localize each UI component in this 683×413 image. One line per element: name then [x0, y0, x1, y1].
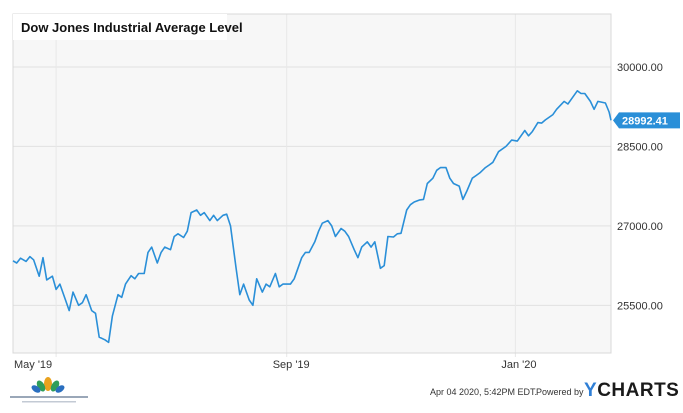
ycharts-logo-y: Y — [584, 380, 598, 401]
x-axis-ticks: May '19 Sep '19 Jan '20 — [14, 359, 537, 371]
x-tick-label: May '19 — [14, 359, 52, 371]
y-tick-label: 25500.00 — [617, 300, 663, 312]
grid-lines — [13, 14, 611, 357]
x-tick-label: Jan '20 — [501, 359, 536, 371]
footer-powered-by: Powered by — [536, 387, 584, 397]
plot-border — [12, 13, 612, 354]
ycharts-logo-text: CHARTS — [597, 380, 680, 401]
last-value-label: 28992.41 — [622, 115, 668, 127]
series-line — [12, 90, 612, 344]
y-tick-label: 30000.00 — [617, 62, 663, 74]
y-tick-label: 27000.00 — [617, 221, 663, 233]
company-logo — [8, 372, 118, 406]
last-value-badge — [613, 112, 680, 129]
title-box — [13, 14, 227, 40]
chart-title: Dow Jones Industrial Average Level — [21, 20, 243, 35]
ycharts-logo: YCHARTS — [584, 380, 679, 402]
plot-background — [13, 14, 611, 353]
y-axis-ticks: 30000.00 28500.00 27000.00 25500.00 — [617, 62, 663, 312]
y-tick-label: 28500.00 — [617, 141, 663, 153]
lotus-logo-icon — [10, 377, 88, 403]
footer-timestamp: Apr 04 2020, 5:42PM EDT. — [430, 387, 538, 397]
last-value-marker: 28992.41 — [613, 112, 680, 129]
x-tick-label: Sep '19 — [273, 359, 310, 371]
